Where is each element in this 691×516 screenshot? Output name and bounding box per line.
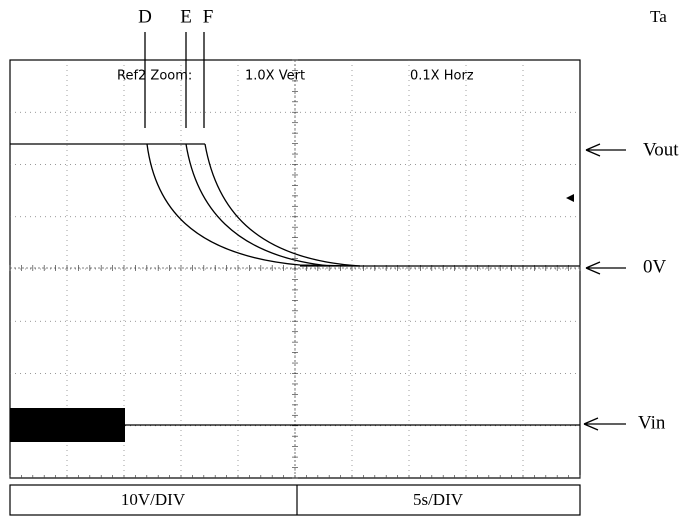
right-label: Vin [638,412,666,433]
header-horz: 0.1X Horz [410,69,474,84]
marker-label: E [180,6,192,27]
right-label: 0V [643,256,667,277]
arrows [583,143,626,431]
footer-time: 5s/DIV [413,490,464,509]
arrow [583,417,626,431]
right-label: Vout [643,139,679,160]
marker-label: D [138,6,152,27]
header-vert: 1.0X Vert [245,69,305,84]
header-ref: Ref2 Zoom: [117,69,192,84]
arrow [585,143,626,157]
trace-f [204,143,361,267]
arrow [585,261,626,275]
corner-label: Ta [650,7,667,26]
level-pointer [566,194,574,202]
vin-block [10,408,125,442]
trace-d [146,143,361,267]
footer-volts: 10V/DIV [121,490,186,509]
traces [10,143,580,426]
footer-box [9,484,581,516]
trace-e [185,143,331,267]
marker-label: F [203,6,214,27]
grid [9,59,581,479]
